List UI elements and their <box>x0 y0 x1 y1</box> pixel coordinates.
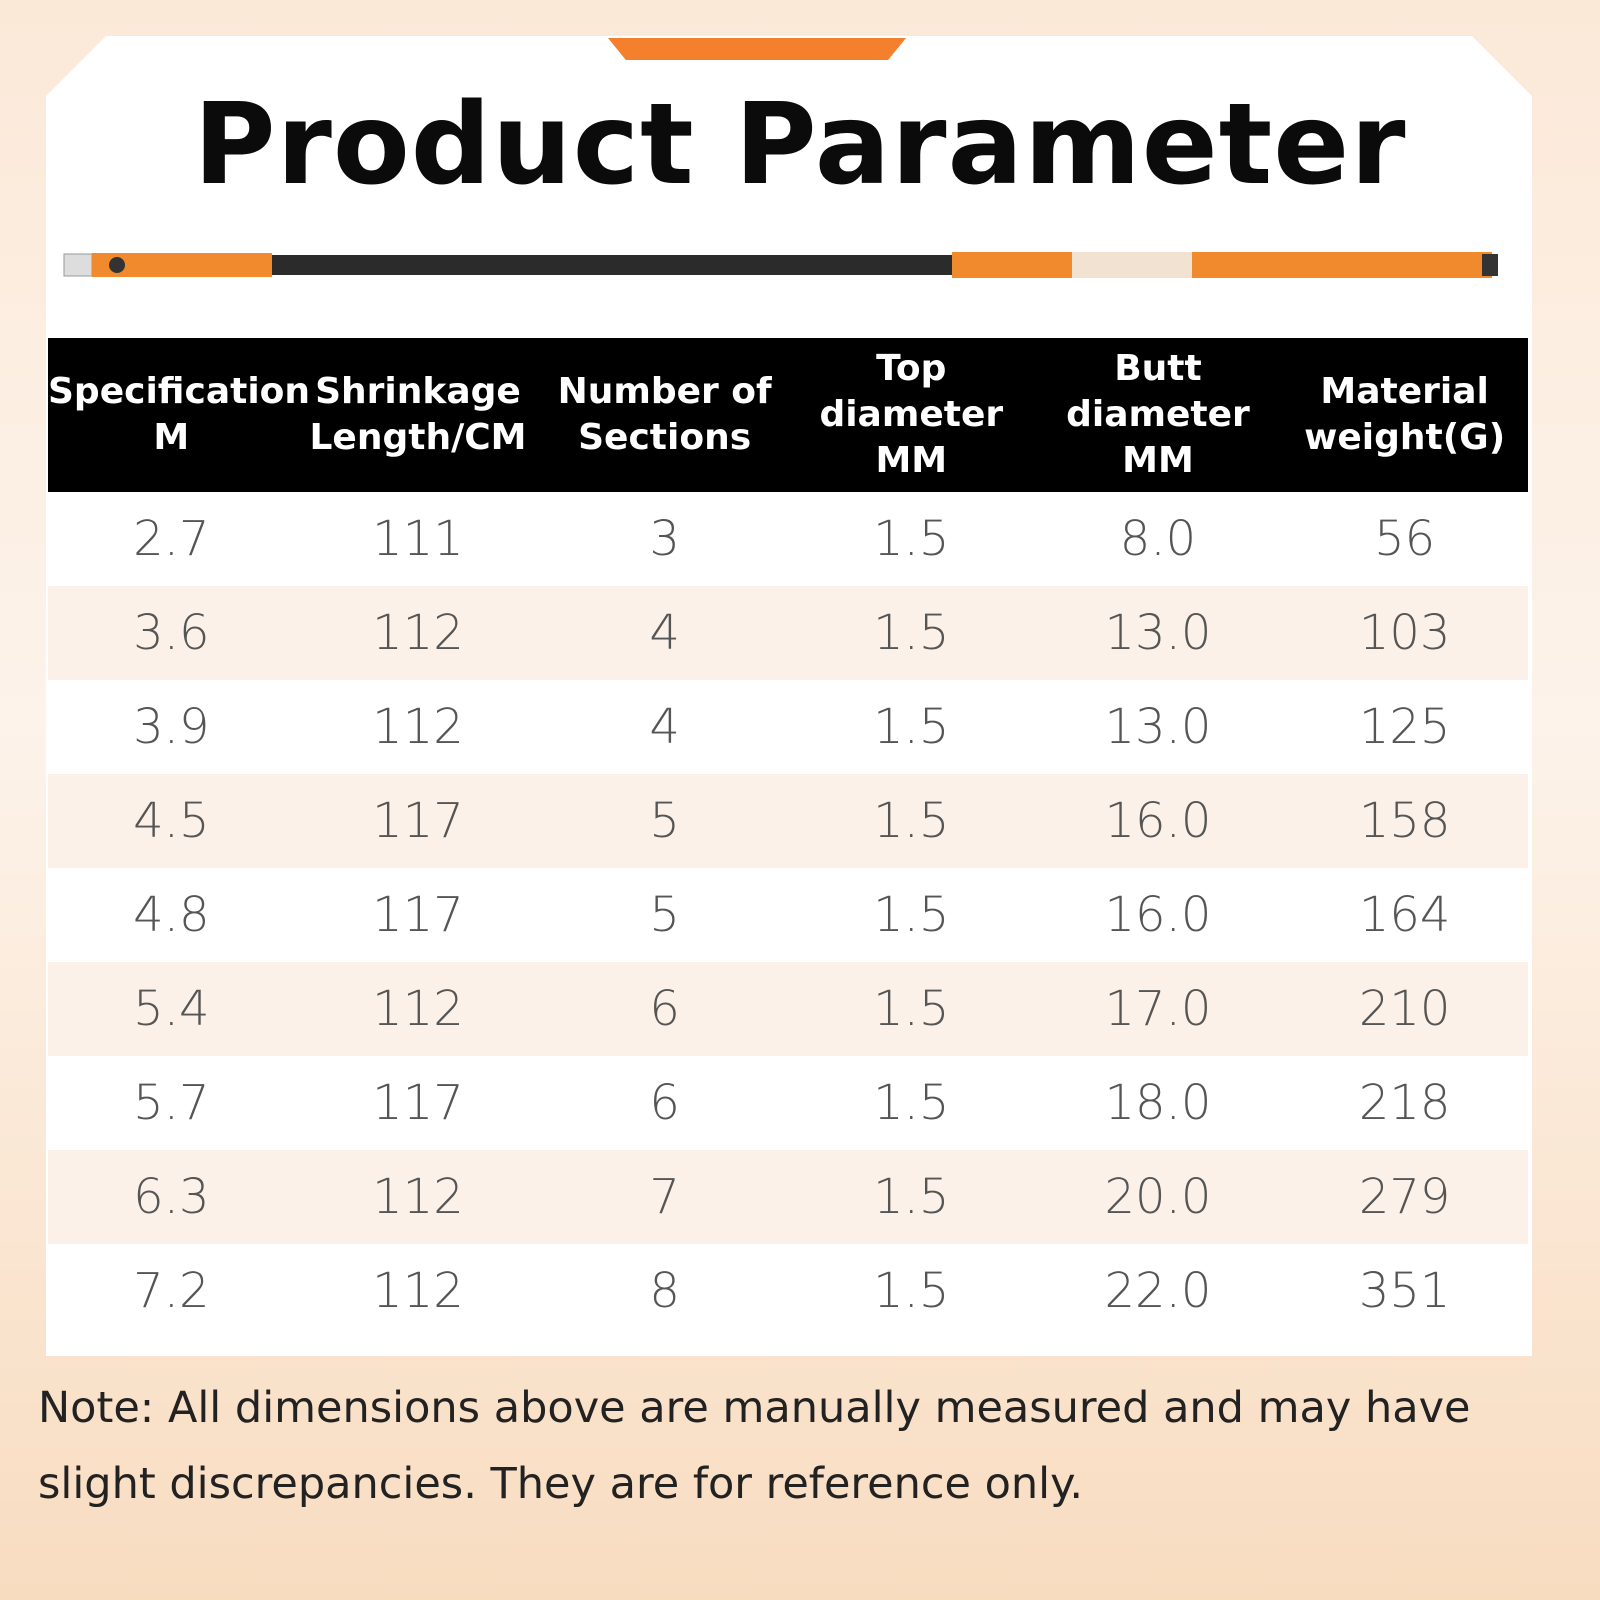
table-cell: 3.9 <box>48 680 295 774</box>
header-line: Shrinkage <box>315 371 521 412</box>
table-cell: 6 <box>541 1056 788 1150</box>
table-cell: 8.0 <box>1034 492 1282 586</box>
note: Note: All dimensions above are manually … <box>38 1383 1471 1509</box>
header-line: Length/CM <box>309 417 527 458</box>
table-cell: 1.5 <box>787 1150 1035 1244</box>
table-cell: 112 <box>294 1244 542 1338</box>
table-cell: 3 <box>541 492 788 586</box>
header-line: Top <box>876 348 947 389</box>
table-cell: 112 <box>294 962 542 1056</box>
table-cell: 164 <box>1281 868 1528 962</box>
table-body: 2.7 111 3 1.5 8.0 56 3.6 112 4 1.5 13.0 103 3.9 112 4 1… <box>48 492 1528 1338</box>
header-line: diameter <box>1066 394 1250 435</box>
header-line: MM <box>875 440 948 481</box>
table-cell: 351 <box>1281 1244 1528 1338</box>
table-row: 7.2 112 8 1.5 22.0 351 <box>48 1244 1528 1338</box>
header-row: Specification M Shrinkage Length/CM Number o… <box>48 338 1528 492</box>
header-line: Specification <box>48 371 311 412</box>
table-cell: 279 <box>1281 1150 1528 1244</box>
table-cell: 17.0 <box>1034 962 1282 1056</box>
table-cell: 2.7 <box>48 492 295 586</box>
table-cell: 1.5 <box>787 1056 1035 1150</box>
parameter-table: Specification M Shrinkage Length/CM Number o… <box>48 338 1528 1338</box>
table-cell: 1.5 <box>787 586 1035 680</box>
table-cell: 13.0 <box>1034 680 1282 774</box>
table-row: 5.4 112 6 1.5 17.0 210 <box>48 962 1528 1056</box>
header-line: Number of <box>557 371 772 412</box>
table-cell: 1.5 <box>787 492 1035 586</box>
table-cell: 1.5 <box>787 868 1035 962</box>
table-cell: 13.0 <box>1034 586 1282 680</box>
table-row: 3.9 112 4 1.5 13.0 125 <box>48 680 1528 774</box>
header-line: Butt <box>1114 348 1202 389</box>
column-header: Number of Sections <box>541 338 788 492</box>
table-cell: 158 <box>1281 774 1528 868</box>
column-header: Butt diameter MM <box>1034 338 1282 492</box>
table-cell: 5.4 <box>48 962 295 1056</box>
table-cell: 56 <box>1281 492 1528 586</box>
table-cell: 103 <box>1281 586 1528 680</box>
table-cell: 16.0 <box>1034 774 1282 868</box>
table-cell: 1.5 <box>787 1244 1035 1338</box>
header-line: Material <box>1320 371 1489 412</box>
table-cell: 125 <box>1281 680 1528 774</box>
table-cell: 8 <box>541 1244 788 1338</box>
table-row: 6.3 112 7 1.5 20.0 279 <box>48 1150 1528 1244</box>
table-cell: 18.0 <box>1034 1056 1282 1150</box>
table-cell: 4 <box>541 586 788 680</box>
table-cell: 4.8 <box>48 868 295 962</box>
table-cell: 6 <box>541 962 788 1056</box>
table-cell: 5 <box>541 774 788 868</box>
table-cell: 117 <box>294 868 542 962</box>
column-header: Material weight(G) <box>1281 338 1528 492</box>
table-row: 5.7 117 6 1.5 18.0 218 <box>48 1056 1528 1150</box>
table-row: 2.7 111 3 1.5 8.0 56 <box>48 492 1528 586</box>
table-cell: 1.5 <box>787 774 1035 868</box>
header-line: weight(G) <box>1304 417 1506 458</box>
table-row: 4.5 117 5 1.5 16.0 158 <box>48 774 1528 868</box>
table-cell: 218 <box>1281 1056 1528 1150</box>
column-header: Shrinkage Length/CM <box>294 338 542 492</box>
rod-image <box>63 252 1498 278</box>
table-cell: 3.6 <box>48 586 295 680</box>
table-cell: 4.5 <box>48 774 295 868</box>
table-cell: 1.5 <box>787 680 1035 774</box>
table-cell: 5.7 <box>48 1056 295 1150</box>
column-header: Top diameter MM <box>787 338 1035 492</box>
table-cell: 112 <box>294 586 542 680</box>
header-line: MM <box>1122 440 1194 481</box>
table-cell: 1.5 <box>787 962 1035 1056</box>
table-cell: 111 <box>294 492 542 586</box>
column-header: Specification M <box>48 338 311 492</box>
table-row: 4.8 117 5 1.5 16.0 164 <box>48 868 1528 962</box>
table-cell: 4 <box>541 680 788 774</box>
table-cell: 7.2 <box>48 1244 295 1338</box>
table-cell: 210 <box>1281 962 1528 1056</box>
title: Product Parameter <box>193 80 1407 210</box>
table-cell: 112 <box>294 1150 542 1244</box>
header-line: M <box>153 417 190 458</box>
table-cell: 5 <box>541 868 788 962</box>
header-line: Sections <box>578 417 752 458</box>
table-cell: 117 <box>294 774 542 868</box>
table-cell: 6.3 <box>48 1150 295 1244</box>
table-cell: 16.0 <box>1034 868 1282 962</box>
table-cell: 22.0 <box>1034 1244 1282 1338</box>
header-line: diameter <box>819 394 1004 435</box>
table-cell: 7 <box>541 1150 788 1244</box>
tab-accent <box>608 38 906 60</box>
table-cell: 20.0 <box>1034 1150 1282 1244</box>
table-row: 3.6 112 4 1.5 13.0 103 <box>48 586 1528 680</box>
table-cell: 112 <box>294 680 542 774</box>
table-cell: 117 <box>294 1056 542 1150</box>
